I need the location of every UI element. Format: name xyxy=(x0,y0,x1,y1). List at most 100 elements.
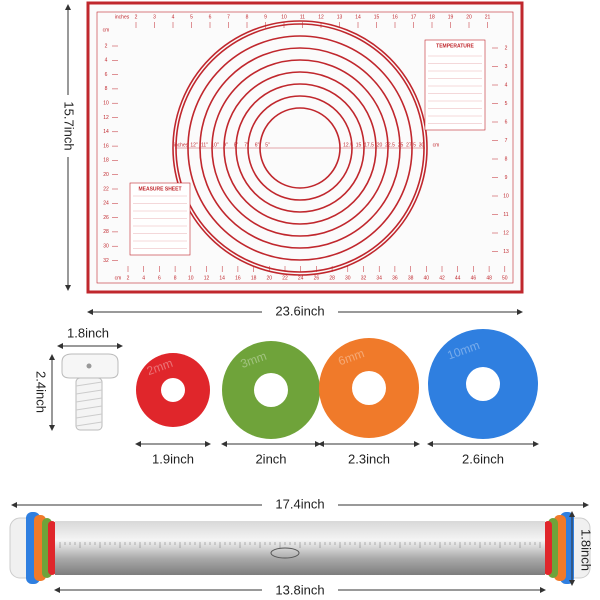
ruler-number: 36 xyxy=(392,275,398,281)
ruler-number: 28 xyxy=(329,275,335,281)
mat-height: 15.7inch xyxy=(62,101,77,150)
ruler-number: 11 xyxy=(503,212,508,218)
ruler-number: 3 xyxy=(153,14,156,20)
ruler-number: 20 xyxy=(103,172,109,178)
ruler-number: 14 xyxy=(219,275,225,281)
ruler-number: 15 xyxy=(374,14,380,20)
ruler-number: 16 xyxy=(392,14,398,20)
circle-label: 15 xyxy=(356,142,362,148)
rolling-pin xyxy=(9,512,591,584)
ruler-number: 4 xyxy=(142,275,145,281)
ruler-number: 21 xyxy=(485,14,491,20)
ruler-number: 50 xyxy=(502,275,508,281)
spacer-size: 2.6inch xyxy=(462,451,504,466)
ruler-unit: cm xyxy=(103,27,110,33)
pin-diameter: 1.8inch xyxy=(579,529,594,571)
ruler-number: 24 xyxy=(298,275,304,281)
ruler-number: 10 xyxy=(503,193,509,199)
ruler-number: 7 xyxy=(505,138,508,144)
circle-unit: inches xyxy=(174,142,189,148)
ruler-number: 4 xyxy=(105,58,108,64)
ruler-number: 18 xyxy=(103,158,109,164)
ruler-number: 44 xyxy=(455,275,461,281)
ruler-number: 2 xyxy=(127,275,130,281)
pin-body: 13.8inch xyxy=(275,582,324,597)
circle-label: 5" xyxy=(265,142,270,148)
circle-label: 10" xyxy=(211,142,219,148)
ruler-number: 12 xyxy=(318,14,324,20)
mat-width: 23.6inch xyxy=(275,303,324,318)
ruler-number: 2 xyxy=(505,45,508,51)
spacer-size: 2.3inch xyxy=(348,451,390,466)
ruler-number: 8 xyxy=(246,14,249,20)
ruler-number: 12 xyxy=(503,230,509,236)
circle-label: 6" xyxy=(255,142,260,148)
ruler-unit: inches xyxy=(115,14,130,20)
ruler-number: 3 xyxy=(505,64,508,70)
spacer-hole xyxy=(161,378,185,402)
circle-label: 12" xyxy=(190,142,198,148)
ruler-number: 16 xyxy=(235,275,241,281)
ruler-number: 13 xyxy=(337,14,343,20)
ruler-number: 20 xyxy=(267,275,273,281)
ruler-number: 28 xyxy=(103,229,109,235)
ruler-number: 30 xyxy=(345,275,351,281)
ruler-number: 10 xyxy=(103,101,109,107)
ruler-number: 38 xyxy=(408,275,414,281)
circle-label: 9" xyxy=(223,142,228,148)
ruler-number: 13 xyxy=(503,249,509,255)
ruler-number: 8 xyxy=(105,86,108,92)
ruler-number: 22 xyxy=(103,186,109,192)
ruler-number: 8 xyxy=(174,275,177,281)
ruler-number: 10 xyxy=(188,275,194,281)
ruler-number: 26 xyxy=(314,275,320,281)
spacer-size: 2inch xyxy=(255,451,286,466)
ruler-unit: cm xyxy=(115,275,122,281)
ruler-number: 19 xyxy=(448,14,454,20)
ruler-number: 8 xyxy=(505,156,508,162)
circle-label: 22.5 xyxy=(385,142,395,148)
circle-label: 20 xyxy=(377,142,383,148)
ruler-number: 22 xyxy=(282,275,288,281)
ruler-number: 6 xyxy=(158,275,161,281)
circle xyxy=(172,20,428,276)
spacer-hole xyxy=(352,371,386,405)
ruler-number: 14 xyxy=(355,14,361,20)
circle-label: 8" xyxy=(234,142,239,148)
ruler-number: 40 xyxy=(424,275,430,281)
ruler-number: 48 xyxy=(486,275,492,281)
circle-label: 12.5 xyxy=(343,142,353,148)
ruler-number: 34 xyxy=(376,275,382,281)
mat-inner-border xyxy=(96,11,514,284)
spacer-hole xyxy=(466,367,500,401)
ruler-number: 4 xyxy=(505,82,508,88)
ruler-number: 2 xyxy=(135,14,138,20)
ruler-number: 17 xyxy=(411,14,417,20)
ruler-number: 32 xyxy=(103,258,109,264)
circle-label: 11" xyxy=(201,142,208,148)
ruler-number: 2 xyxy=(105,43,108,49)
spacer-hole xyxy=(254,373,288,407)
ruler-number: 6 xyxy=(105,72,108,78)
circle-label: 7" xyxy=(244,142,249,148)
ruler-number: 20 xyxy=(466,14,472,20)
ruler-number: 5 xyxy=(505,101,508,107)
circle-label: 25 xyxy=(398,142,404,148)
ruler-number: 9 xyxy=(505,175,508,181)
circle-label: 27.5 xyxy=(406,142,416,148)
circle-label: 30 xyxy=(419,142,425,148)
ruler-number: 46 xyxy=(471,275,477,281)
table-title: MEASURE SHEET xyxy=(138,186,181,192)
measure-table xyxy=(129,182,191,256)
bolt-height: 2.4inch xyxy=(34,371,49,413)
ruler-number: 14 xyxy=(103,129,109,135)
pin-length: 17.4inch xyxy=(275,496,324,511)
rulers: inches 2 3 4 5 6 7 8 9 10 11 12 13 14 15 16 17 18 19 20 21cm… xyxy=(103,14,509,281)
bolt xyxy=(61,353,119,431)
ruler-number: 18 xyxy=(251,275,257,281)
bolt-width: 1.8inch xyxy=(67,325,109,340)
spacer-size: 1.9inch xyxy=(152,451,194,466)
ruler-number: 30 xyxy=(103,244,109,250)
